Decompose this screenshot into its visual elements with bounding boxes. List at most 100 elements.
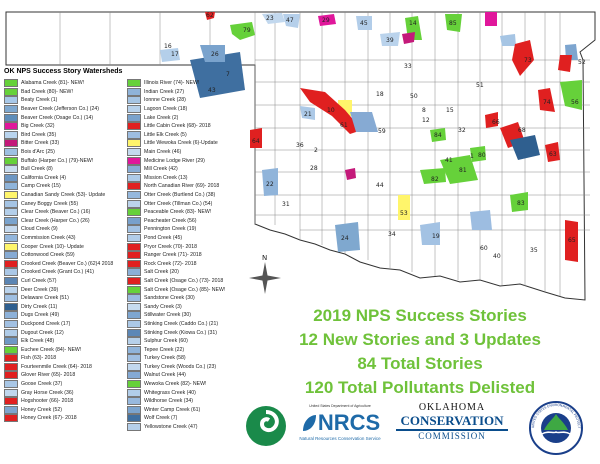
map-label: 74 [543, 99, 551, 106]
legend-item: Whitegrass Creek (40) [127, 388, 257, 397]
legend-item: Indian Creek (27) [127, 87, 257, 97]
legend-label: Dugout Creek (12) [21, 329, 64, 336]
legend-item: Hogshooter (66)- 2018 [4, 397, 134, 406]
legend-label: Yellowstone Creek (47) [144, 424, 198, 431]
legend-item: Walnut Creek (44) [127, 371, 257, 380]
legend-swatch [4, 388, 18, 397]
legend-label: Goose Creek (37) [21, 381, 63, 388]
legend-swatch [127, 405, 141, 414]
legend-label: Bird Creek (35) [21, 131, 57, 138]
legend-label: Peaceable Creek (83)- NEW! [144, 209, 212, 216]
green-swirl-logo [246, 406, 286, 446]
legend-item: Cooper Creek (10)- Update [4, 242, 134, 251]
map-label: 28 [310, 165, 318, 172]
legend-item: Main Creek (46) [127, 148, 257, 157]
legend-swatch [127, 276, 141, 285]
map-label: 21 [304, 111, 312, 118]
map-label: 79 [243, 27, 251, 34]
watershed-16-17 [160, 48, 180, 62]
legend-item: Lagoon Creek (18) [127, 105, 257, 114]
legend-label: Wolf Creek (7) [144, 415, 178, 422]
legend-label: Commission Creek (43) [21, 234, 76, 241]
legend-label: Clear Creek (Harper Co.) (26) [21, 217, 90, 224]
legend-swatch [4, 182, 18, 191]
watershed-62 [205, 12, 215, 20]
legend-item: Honey Creek (52) [4, 405, 134, 415]
map-label: 82 [431, 176, 439, 183]
legend-swatch [4, 337, 18, 346]
legend-swatch [4, 311, 18, 320]
watershed-64 [250, 128, 262, 148]
legend-swatch [127, 216, 141, 225]
watershed-61 [300, 88, 362, 134]
map-label: 14 [409, 20, 417, 27]
legend-label: Turkey Creek (Woods Co.) (23) [144, 363, 217, 370]
legend-item: Camp Creek (15) [4, 182, 134, 191]
watershed-11 [510, 135, 540, 160]
legend-swatch [4, 276, 18, 285]
legend-label: Stillwater Creek (30) [144, 312, 191, 319]
legend-label: Little Elk Creek (5) [144, 131, 187, 138]
legend-swatch [4, 130, 18, 139]
legend-swatch [127, 259, 141, 268]
map-label: 12 [422, 117, 430, 124]
legend-item: Clear Creek (Beaver Co.) (16) [4, 208, 134, 217]
legend-label: Little Wewoka Creek (6)-Update [144, 140, 218, 147]
legend-label: Rock Creek (72)- 2018 [144, 260, 197, 267]
legend-label: Whitegrass Creek (40) [144, 389, 196, 396]
legend-swatch [127, 311, 141, 320]
legend-swatch [4, 233, 18, 242]
legend-label: Camp Creek (15) [21, 183, 61, 190]
epa-seal: UNITED STATES ENVIRONMENTAL PROTECTION A… [528, 400, 583, 455]
legend-label: Fish (63)- 2018 [21, 355, 57, 362]
legend-item: Canadian Sandy Creek (53)- Update [4, 191, 134, 200]
map-label: 43 [208, 87, 216, 94]
map-label: 36 [296, 142, 304, 149]
map-label: 7 [226, 71, 230, 78]
legend-label: Pennington Creek (19) [144, 226, 197, 233]
map-label: 10 [327, 107, 335, 114]
north-label: N [262, 254, 267, 262]
headline-new-stories: 12 New Stories and 3 Updates [299, 330, 541, 349]
legend-swatch [127, 139, 141, 148]
map-label: 64 [252, 138, 260, 145]
legend-label: Otter Creek (Burtlend Co.) (38) [144, 192, 216, 199]
legend-item: Pryor Creek (70)- 2018 [127, 242, 257, 251]
legend-swatch [127, 208, 141, 217]
map-label: 19 [432, 233, 440, 240]
legend-swatch [4, 414, 18, 423]
occ-line1: OKLAHOMA [418, 402, 486, 413]
legend-item: Dugout Creek (12) [4, 328, 134, 337]
legend-item: Bird Creek (35) [4, 130, 134, 140]
legend-label: Euchee Creek (84)- NEW! [21, 346, 82, 353]
legend-item: Little Wewoka Creek (6)-Update [127, 139, 257, 148]
map-label: 2 [314, 147, 318, 154]
legend-label: Stinking Creek (Caddo Co.) (21) [144, 320, 219, 327]
map-label: 29 [322, 17, 330, 24]
legend-item: Wolf Creek (7) [127, 414, 257, 423]
headline-total-stories: 84 Total Stories [357, 354, 483, 373]
map-label: 81 [459, 167, 467, 174]
legend-item: Goose Creek (37) [4, 380, 134, 389]
headline-pollutants: 120 Total Pollutants Delisted [304, 378, 536, 397]
watershed-21 [300, 106, 315, 120]
watershed-63 [545, 142, 560, 162]
legend-item: Commission Creek (43) [4, 233, 134, 243]
legend-swatch [4, 397, 18, 406]
watershed-82 [420, 168, 446, 184]
legend-swatch [127, 397, 141, 406]
map-label: 32 [458, 127, 466, 134]
legend-swatch [127, 388, 141, 397]
legend-swatch [4, 208, 18, 217]
legend-title: OK NPS Success Story Watersheds [4, 68, 123, 75]
legend-swatch [127, 242, 141, 251]
legend-item: Otter Creek (Burtlend Co.) (38) [127, 191, 257, 200]
legend-item: Delaware Creek (51) [4, 294, 134, 303]
legend-item: Winter Camp Creek (61) [127, 405, 257, 415]
legend-swatch [127, 165, 141, 174]
legend-item: Salt Creek (Osage Co.) (73)- 2018 [127, 276, 257, 286]
legend-item: Sandstone Creek (30) [127, 294, 257, 303]
legend-item: Tepee Creek (22) [127, 345, 257, 354]
legend-item: Glover River (65)- 2018 [4, 371, 134, 380]
